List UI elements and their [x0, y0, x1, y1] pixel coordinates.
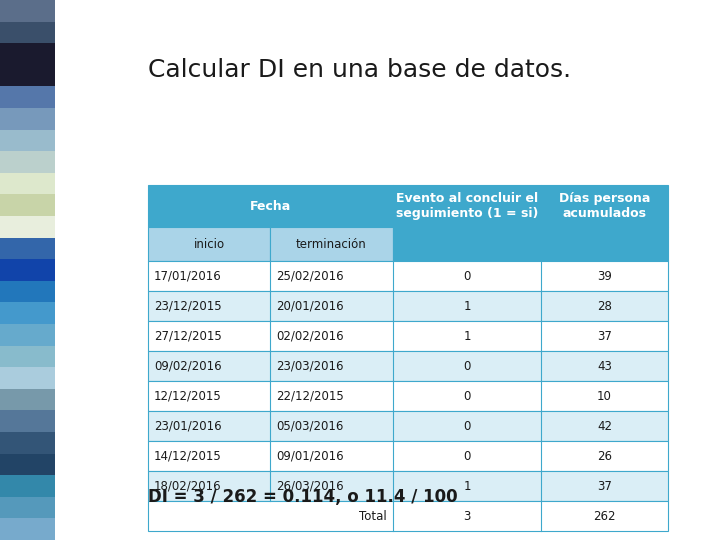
- Text: 02/02/2016: 02/02/2016: [276, 329, 343, 342]
- Bar: [148, 351, 668, 381]
- Text: 23/12/2015: 23/12/2015: [154, 300, 222, 313]
- Text: Calcular DI en una base de datos.: Calcular DI en una base de datos.: [148, 58, 571, 82]
- Text: 37: 37: [597, 480, 612, 492]
- Bar: [0, 518, 55, 540]
- Text: 25/02/2016: 25/02/2016: [276, 269, 343, 282]
- Bar: [0, 497, 55, 518]
- Text: 1: 1: [463, 480, 471, 492]
- Text: 0: 0: [463, 389, 471, 402]
- Bar: [393, 227, 541, 261]
- Bar: [148, 381, 668, 411]
- Bar: [0, 346, 55, 367]
- Text: 0: 0: [463, 449, 471, 462]
- Text: DI = 3 / 262 = 0.114, o 11.4 / 100: DI = 3 / 262 = 0.114, o 11.4 / 100: [148, 488, 458, 506]
- Bar: [0, 151, 55, 173]
- Bar: [0, 130, 55, 151]
- Text: 12/12/2015: 12/12/2015: [154, 389, 222, 402]
- Bar: [0, 259, 55, 281]
- Bar: [541, 185, 668, 227]
- Text: 26: 26: [597, 449, 612, 462]
- Text: 09/01/2016: 09/01/2016: [276, 449, 343, 462]
- Bar: [0, 22, 55, 43]
- Text: 05/03/2016: 05/03/2016: [276, 420, 343, 433]
- Bar: [148, 411, 668, 441]
- Text: Días persona
acumulados: Días persona acumulados: [559, 192, 650, 220]
- Text: Fecha: Fecha: [250, 199, 291, 213]
- Bar: [0, 475, 55, 497]
- Text: 23/03/2016: 23/03/2016: [276, 360, 343, 373]
- Bar: [0, 194, 55, 216]
- Bar: [148, 261, 668, 291]
- Bar: [0, 410, 55, 432]
- Bar: [0, 173, 55, 194]
- Bar: [148, 441, 668, 471]
- Text: 37: 37: [597, 329, 612, 342]
- Text: 1: 1: [463, 329, 471, 342]
- Text: 3: 3: [463, 510, 471, 523]
- Text: 26/03/2016: 26/03/2016: [276, 480, 343, 492]
- Text: 42: 42: [597, 420, 612, 433]
- Text: 22/12/2015: 22/12/2015: [276, 389, 343, 402]
- Text: 0: 0: [463, 420, 471, 433]
- Text: Evento al concluir el
seguimiento (1 = si): Evento al concluir el seguimiento (1 = s…: [396, 192, 538, 220]
- Bar: [0, 0, 55, 22]
- Text: Total: Total: [359, 510, 387, 523]
- Bar: [270, 227, 393, 261]
- Text: 43: 43: [597, 360, 612, 373]
- Bar: [0, 43, 55, 65]
- Text: 0: 0: [463, 360, 471, 373]
- Bar: [0, 108, 55, 130]
- Bar: [0, 389, 55, 410]
- Text: 18/02/2016: 18/02/2016: [154, 480, 222, 492]
- Text: 262: 262: [593, 510, 616, 523]
- Text: 14/12/2015: 14/12/2015: [154, 449, 222, 462]
- Bar: [0, 238, 55, 259]
- Bar: [0, 367, 55, 389]
- Bar: [148, 227, 270, 261]
- Text: 0: 0: [463, 269, 471, 282]
- Bar: [148, 471, 668, 501]
- Text: 17/01/2016: 17/01/2016: [154, 269, 222, 282]
- Bar: [148, 291, 668, 321]
- Bar: [0, 324, 55, 346]
- Bar: [0, 432, 55, 454]
- Bar: [541, 227, 668, 261]
- Text: 20/01/2016: 20/01/2016: [276, 300, 343, 313]
- Bar: [0, 65, 55, 86]
- Text: 1: 1: [463, 300, 471, 313]
- Bar: [0, 86, 55, 108]
- Bar: [0, 302, 55, 324]
- Text: inicio: inicio: [194, 238, 225, 251]
- Bar: [148, 185, 393, 227]
- Bar: [0, 454, 55, 475]
- Text: 10: 10: [597, 389, 612, 402]
- Text: 28: 28: [597, 300, 612, 313]
- Bar: [393, 185, 541, 227]
- Bar: [0, 216, 55, 238]
- Text: 39: 39: [597, 269, 612, 282]
- Text: 23/01/2016: 23/01/2016: [154, 420, 222, 433]
- Bar: [148, 501, 668, 531]
- Text: 27/12/2015: 27/12/2015: [154, 329, 222, 342]
- Bar: [148, 321, 668, 351]
- Bar: [0, 281, 55, 302]
- Text: 09/02/2016: 09/02/2016: [154, 360, 222, 373]
- Text: terminación: terminación: [296, 238, 367, 251]
